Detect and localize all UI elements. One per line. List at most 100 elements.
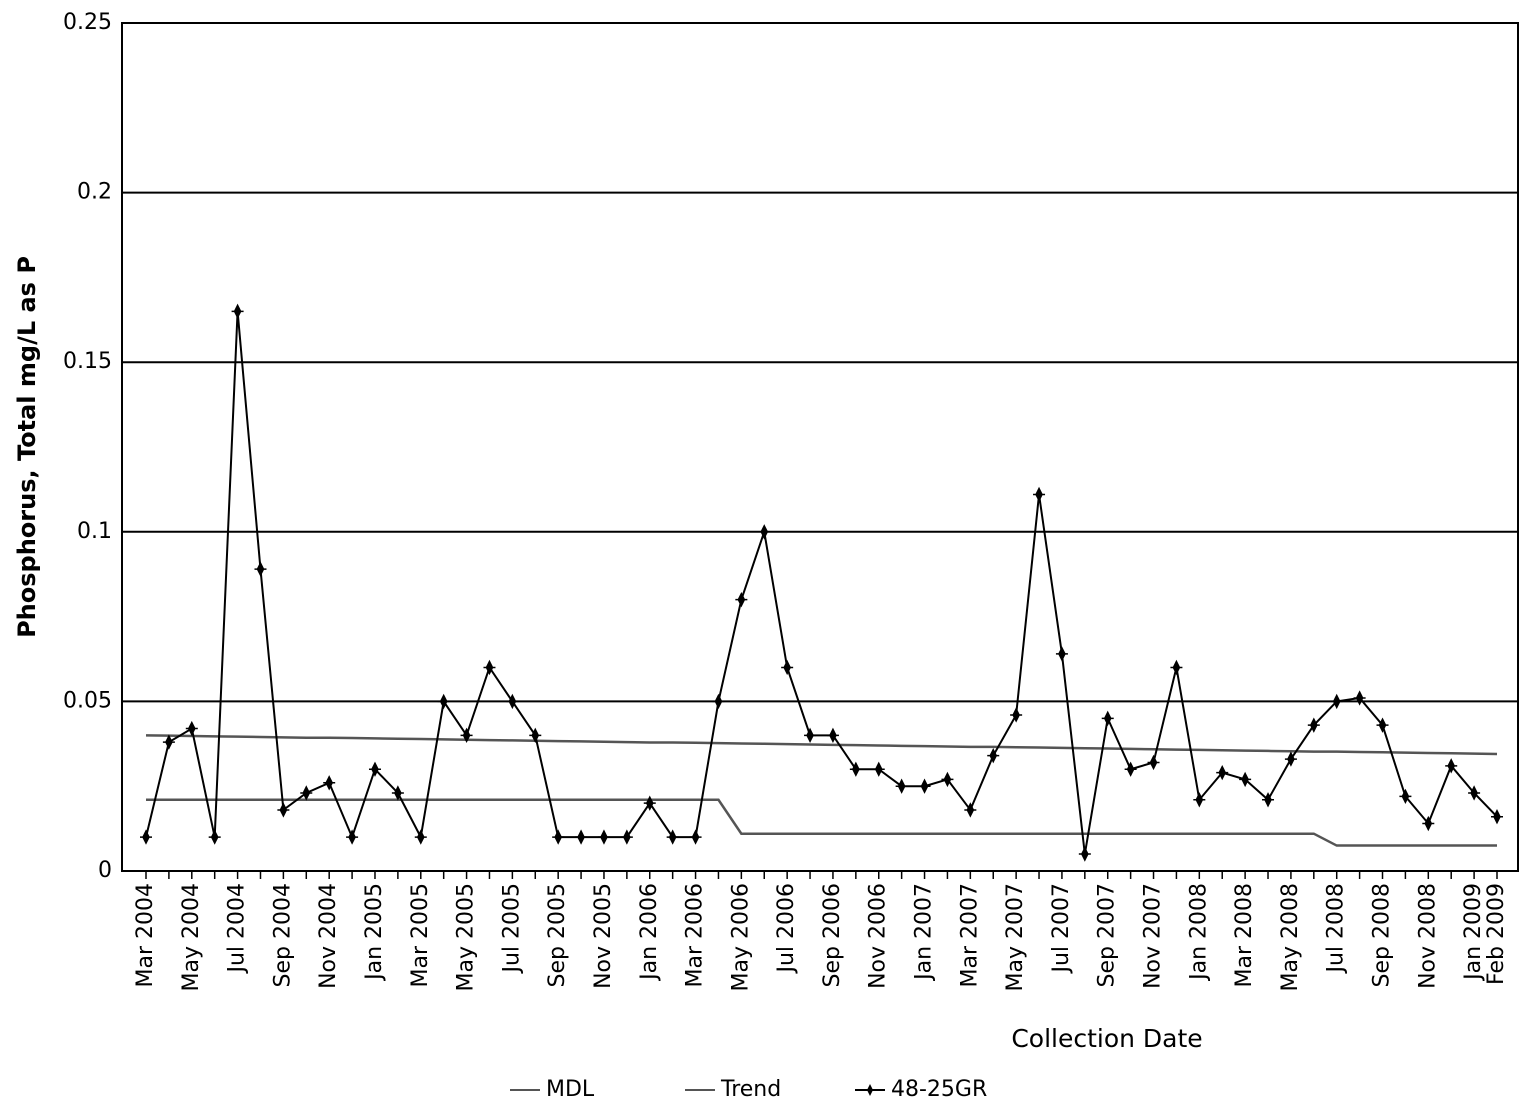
- data-point: [1239, 771, 1252, 788]
- data-point: [781, 659, 794, 676]
- series-line: [145, 734, 1498, 756]
- x-tick-label: Jan 2008: [1186, 883, 1211, 982]
- x-tick-label: Sep 2007: [1095, 883, 1120, 987]
- x-tick-label: Mar 2005: [408, 883, 433, 988]
- y-tick-label: 0.1: [77, 519, 112, 544]
- data-point: [918, 778, 931, 794]
- data-point: [460, 727, 473, 743]
- data-point: [1101, 710, 1114, 727]
- legend-item: 48-25GR: [855, 1077, 987, 1102]
- data-point: [1193, 792, 1206, 808]
- plot-area: [121, 22, 1519, 872]
- x-tick-label: Sep 2006: [820, 883, 845, 987]
- series-line: [146, 798, 1497, 847]
- x-tick-label: Nov 2005: [591, 883, 616, 989]
- x-tick-label: Sep 2008: [1370, 883, 1395, 987]
- data-point: [1078, 846, 1091, 862]
- x-tick-label: Sep 2004: [270, 883, 295, 987]
- data-point: [1330, 693, 1343, 710]
- data-point: [300, 785, 313, 801]
- data-point: [231, 303, 244, 319]
- data-point: [1033, 486, 1046, 503]
- x-tick-label: Jul 2005: [499, 883, 524, 975]
- data-point: [346, 829, 359, 845]
- data-point: [1445, 758, 1458, 774]
- legend-label: Trend: [720, 1077, 781, 1102]
- data-point: [826, 727, 839, 743]
- y-tick-label: 0.25: [63, 10, 112, 35]
- x-tick-label: Jul 2008: [1324, 883, 1349, 975]
- data-point: [552, 829, 565, 845]
- data-point: [666, 829, 679, 845]
- data-point: [277, 802, 290, 818]
- data-point: [804, 727, 817, 743]
- x-tick-label: Jan 2006: [637, 883, 662, 982]
- x-tick-label: Nov 2006: [866, 883, 891, 989]
- data-point: [941, 771, 954, 788]
- x-tick-label: Jan 2005: [362, 883, 387, 982]
- data-point: [254, 561, 267, 577]
- y-tick-label: 0.15: [63, 349, 112, 374]
- data-point: [643, 795, 656, 811]
- data-point: [849, 761, 862, 777]
- y-tick-label: 0: [98, 858, 112, 883]
- data-point: [414, 829, 427, 845]
- data-point: [1124, 761, 1137, 777]
- series-line: [145, 311, 1498, 855]
- data-point: [391, 785, 404, 801]
- x-tick-label: Sep 2005: [545, 883, 570, 987]
- x-tick-label: Mar 2007: [957, 883, 982, 988]
- data-point: [323, 775, 336, 791]
- data-point: [1376, 717, 1389, 733]
- data-point: [689, 829, 702, 845]
- data-point: [1491, 809, 1503, 825]
- data-point: [1353, 690, 1366, 706]
- data-point: [1422, 815, 1435, 832]
- data-point: [140, 829, 152, 845]
- data-point: [185, 720, 198, 737]
- data-point: [758, 524, 771, 540]
- data-point: [712, 693, 725, 710]
- data-point: [872, 761, 885, 777]
- data-point: [575, 829, 588, 845]
- x-tick-label: Feb 2009: [1484, 883, 1509, 985]
- data-point: [1468, 785, 1481, 801]
- data-point: [1147, 754, 1160, 771]
- x-tick-label: May 2007: [1003, 883, 1028, 991]
- x-tick-label: Mar 2006: [683, 883, 708, 988]
- data-point: [368, 761, 381, 777]
- data-point: [964, 802, 977, 818]
- x-axis-title: Collection Date: [1011, 1024, 1202, 1053]
- data-point: [987, 747, 1000, 764]
- y-tick-label: 0.2: [77, 180, 112, 205]
- x-tick-label: May 2008: [1278, 883, 1303, 991]
- data-point: [1307, 717, 1320, 733]
- legend-label: MDL: [546, 1077, 595, 1102]
- data-point: [1055, 646, 1068, 662]
- x-tick-label: Jul 2006: [774, 883, 799, 975]
- legend-item: Trend: [685, 1077, 781, 1102]
- data-point: [895, 778, 908, 794]
- x-tick-label: Jul 2007: [1049, 883, 1074, 975]
- y-axis-title: Phosphorus, Total mg/L as P: [13, 256, 41, 638]
- data-point: [529, 727, 542, 743]
- data-point: [1262, 792, 1275, 808]
- x-tick-label: Nov 2004: [316, 883, 341, 989]
- data-point: [1010, 707, 1023, 723]
- data-point: [735, 591, 748, 608]
- x-tick-label: Nov 2008: [1415, 883, 1440, 989]
- legend-item: MDL: [510, 1077, 595, 1102]
- legend-marker: [867, 1084, 873, 1096]
- data-point: [1170, 659, 1183, 676]
- data-point: [208, 829, 221, 845]
- x-tick-label: May 2004: [179, 883, 204, 991]
- x-tick-label: May 2005: [454, 883, 479, 991]
- legend-label: 48-25GR: [891, 1077, 987, 1102]
- data-point: [620, 829, 633, 845]
- data-point: [483, 659, 496, 676]
- data-point: [597, 829, 610, 845]
- x-tick-label: Mar 2008: [1232, 883, 1257, 988]
- data-point: [506, 693, 519, 710]
- x-tick-label: Jul 2004: [225, 883, 250, 975]
